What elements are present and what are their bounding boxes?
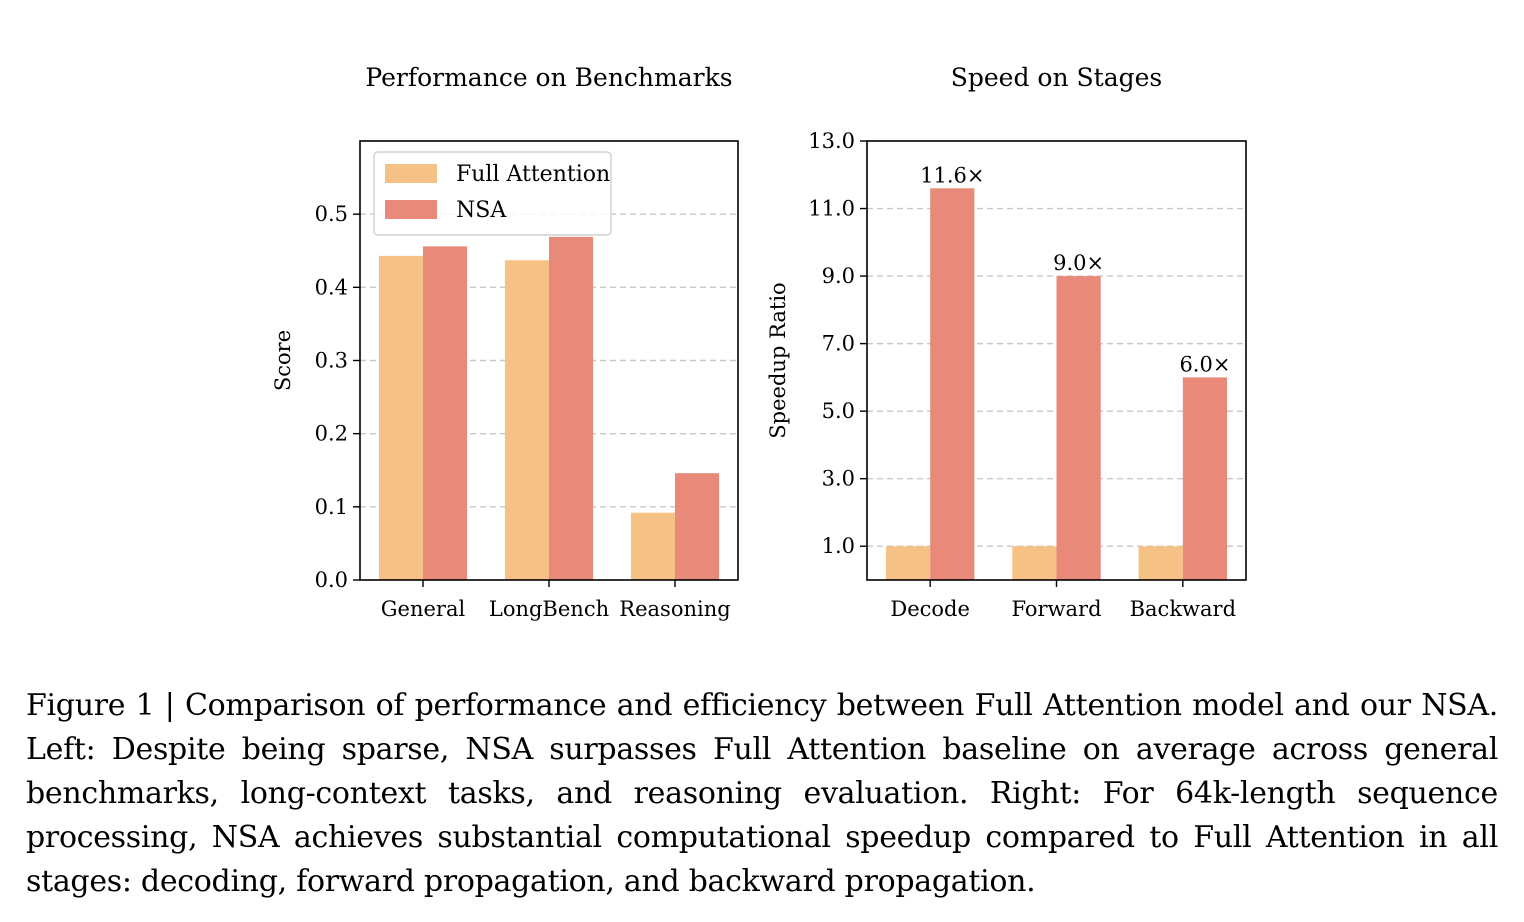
x-tick-label: LongBench	[489, 597, 609, 621]
x-tick-label: Reasoning	[619, 597, 730, 621]
figure-caption: Figure 1 | Comparison of performance and…	[26, 684, 1498, 904]
y-tick-label: 13.0	[808, 129, 855, 153]
bar-nsa-general	[423, 246, 468, 581]
figure-charts: 0.0 0.1 0.2 0.3 0.4 0.5 General LongBench Reason…	[271, 63, 1247, 621]
bar-nsa-backward	[1182, 377, 1228, 580]
x-tick-label: Backward	[1130, 597, 1236, 621]
bar-full-attention-decode	[885, 546, 931, 580]
y-axis-label: Score	[271, 330, 295, 391]
y-tick-label: 11.0	[808, 197, 855, 221]
chart-title: Speed on Stages	[951, 63, 1162, 92]
plot-frame	[359, 140, 739, 581]
bar-nsa-longbench	[549, 236, 594, 580]
x-tick-label: Forward	[1011, 597, 1101, 621]
y-axis-label: Speedup Ratio	[766, 282, 790, 438]
bar-full-attention-longbench	[504, 260, 549, 580]
y-tick-label: 7.0	[822, 332, 855, 356]
caption-label: Figure 1 |	[26, 688, 185, 723]
legend-swatch-nsa	[385, 200, 437, 219]
x-tick-label: General	[381, 597, 466, 621]
bar-full-attention-general	[378, 255, 423, 580]
performance-chart: 0.0 0.1 0.2 0.3 0.4 0.5 General LongBench Reason…	[271, 63, 739, 621]
y-tick-label: 0.5	[315, 202, 348, 226]
y-tick-label: 0.0	[315, 568, 348, 592]
bar-full-attention-backward	[1138, 546, 1183, 580]
bar-full-attention-reasoning	[630, 512, 675, 580]
y-tick-label: 0.1	[315, 495, 348, 519]
y-tick-label: 0.2	[315, 422, 348, 446]
y-tick-label: 1.0	[822, 534, 855, 558]
bar-nsa-reasoning	[675, 473, 720, 580]
legend-swatch-full-attention	[385, 164, 437, 183]
bar-value-label: 6.0×	[1179, 352, 1230, 376]
bar-value-label: 9.0×	[1053, 251, 1104, 275]
bar-nsa-decode	[930, 188, 975, 580]
bar-full-attention-forward	[1012, 546, 1057, 580]
chart-title: Performance on Benchmarks	[365, 63, 732, 92]
bar-nsa-forward	[1056, 276, 1101, 580]
legend-label: Full Attention	[456, 162, 610, 187]
y-tick-label: 0.3	[315, 349, 348, 373]
x-tick-label: Decode	[890, 597, 970, 621]
y-tick-label: 9.0	[822, 264, 855, 288]
bar-value-label: 11.6×	[920, 163, 984, 187]
caption-text: Comparison of performance and efficiency…	[26, 688, 1498, 899]
y-tick-label: 3.0	[822, 467, 855, 491]
speed-chart: 1.0 3.0 5.0 7.0 9.0 11.0 13.0 Decode Forward Back…	[766, 63, 1247, 621]
y-tick-label: 0.4	[315, 275, 348, 299]
legend-label: NSA	[456, 198, 507, 223]
plot-frame	[866, 140, 1247, 581]
y-tick-label: 5.0	[822, 399, 855, 423]
